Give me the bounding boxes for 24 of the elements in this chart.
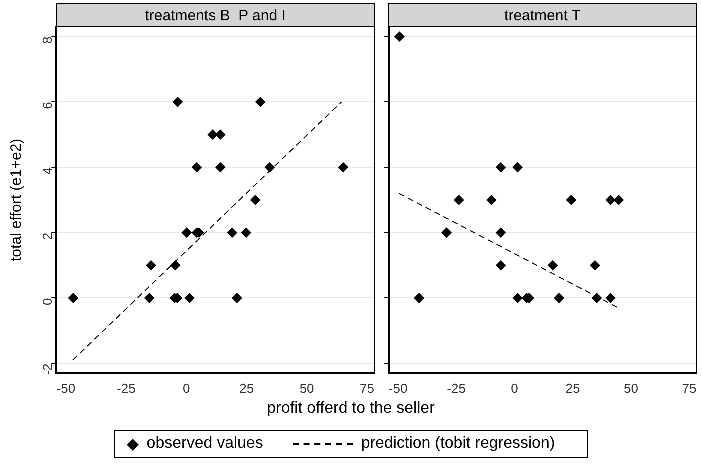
y-tick-label: 0 xyxy=(40,298,56,306)
y-tick-label: 4 xyxy=(40,168,56,175)
x-tick-label: 75 xyxy=(682,380,697,396)
y-tick-label: 2 xyxy=(40,232,56,240)
x-tick-label: 75 xyxy=(360,380,375,396)
x-tick-label: 0 xyxy=(183,380,190,396)
chart-title: treatment T xyxy=(504,8,581,25)
x-tick-label: -50 xyxy=(388,380,408,396)
x-axis-title: profit offerd to the seller xyxy=(266,400,436,418)
y-axis-title: total effort (e1+e2) xyxy=(8,138,26,262)
legend-label: observed values xyxy=(146,435,264,453)
x-tick-label: -25 xyxy=(117,380,136,396)
x-tick-label: 25 xyxy=(566,380,580,396)
x-tick-label: 50 xyxy=(300,380,314,396)
x-tick-label: -25 xyxy=(447,380,466,396)
y-tick-label: 6 xyxy=(40,102,56,110)
x-tick-label: 0 xyxy=(511,380,518,396)
legend-label: prediction (tobit regression) xyxy=(361,435,556,453)
y-tick-label: 8 xyxy=(40,36,56,44)
x-tick-label: 50 xyxy=(624,380,639,396)
x-tick-label: 25 xyxy=(240,380,254,396)
chart-title: treatments B P and I xyxy=(145,8,286,25)
y-tick-label: -2 xyxy=(40,364,56,376)
x-tick-label: -50 xyxy=(56,380,76,396)
